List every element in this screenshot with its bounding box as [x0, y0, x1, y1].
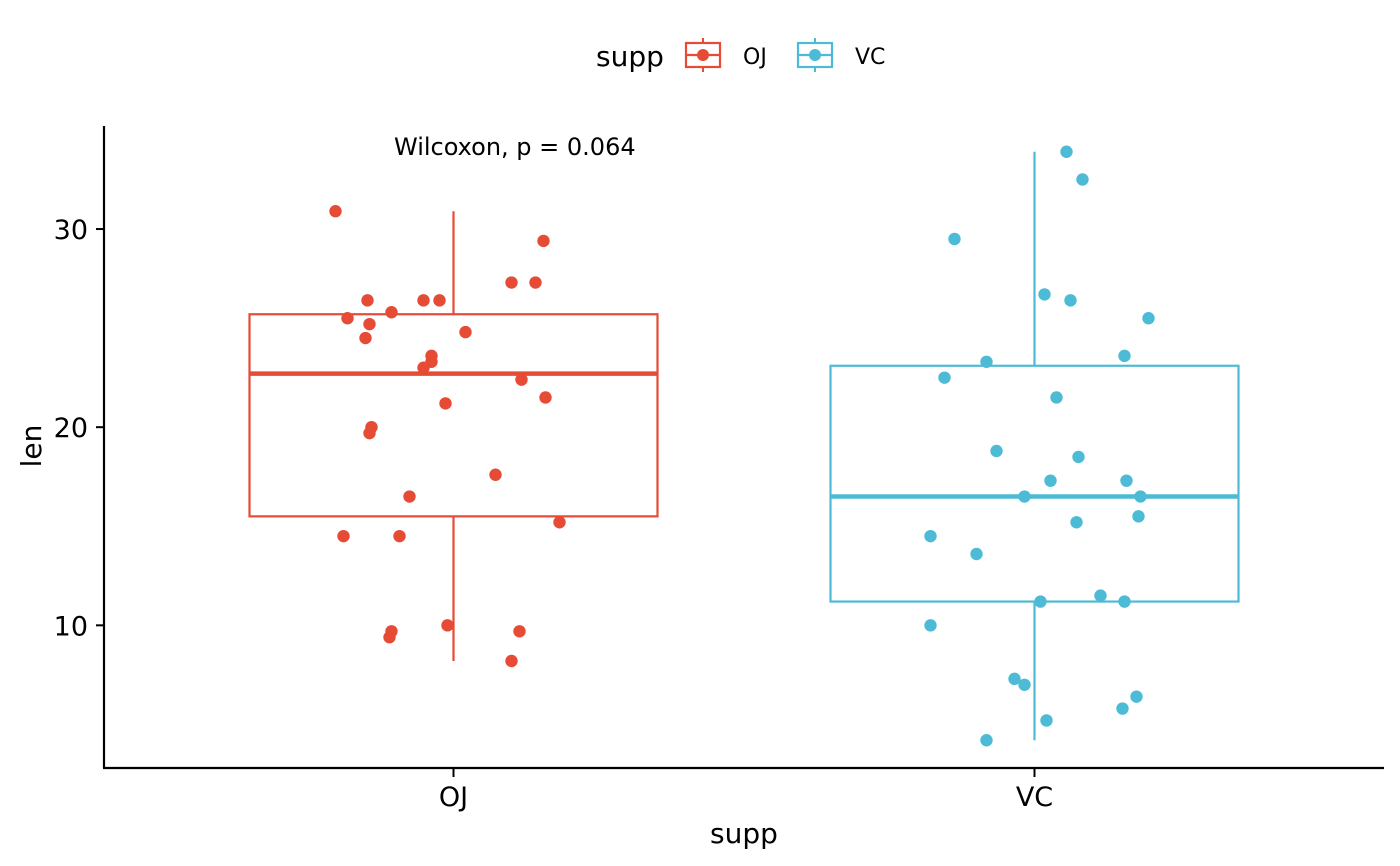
- iqr-box: [248, 313, 659, 518]
- data-point-vc: [1050, 391, 1063, 404]
- legend: supp OJ VC: [596, 38, 885, 73]
- stat-annotation: Wilcoxon, p = 0.064: [394, 133, 636, 161]
- x-axis-label: supp: [710, 817, 778, 850]
- data-point-vc: [1118, 349, 1131, 363]
- legend-key-point: [809, 49, 821, 61]
- data-point-vc: [938, 371, 951, 384]
- data-point-oj: [383, 631, 396, 644]
- data-point-oj: [341, 312, 354, 325]
- data-point-oj: [505, 654, 518, 668]
- y-tick-label: 10: [54, 611, 88, 642]
- data-point-oj: [363, 426, 376, 440]
- data-point-vc: [1134, 490, 1147, 503]
- data-point-oj: [489, 468, 502, 481]
- data-point-oj: [539, 391, 552, 404]
- legend-item-vc: VC: [796, 38, 885, 72]
- data-point-oj: [403, 490, 416, 503]
- data-point-vc: [1116, 702, 1129, 715]
- data-point-vc: [1142, 312, 1155, 325]
- data-point-vc: [924, 529, 937, 543]
- data-point-oj: [513, 625, 526, 638]
- data-point-oj: [529, 276, 542, 289]
- data-point-vc: [1040, 714, 1053, 727]
- data-point-oj: [441, 619, 454, 632]
- data-point-vc: [1118, 595, 1131, 608]
- y-tick-label: 30: [54, 215, 88, 246]
- data-point-vc: [1018, 490, 1031, 503]
- data-point-oj: [361, 294, 374, 307]
- data-point-vc: [1038, 288, 1051, 301]
- data-point-oj: [393, 529, 406, 543]
- legend-key-point: [697, 49, 709, 61]
- data-point-oj: [515, 373, 528, 386]
- data-point-oj: [337, 529, 350, 543]
- data-point-vc: [980, 355, 993, 368]
- data-point-vc: [948, 232, 961, 246]
- data-point-vc: [1044, 474, 1057, 487]
- y-axis-label: len: [15, 425, 48, 468]
- data-point-vc: [1072, 450, 1085, 464]
- legend-item-label: OJ: [743, 45, 767, 70]
- data-point-oj: [439, 397, 452, 410]
- data-point-vc: [1064, 294, 1077, 307]
- data-point-vc: [1008, 672, 1021, 686]
- box-oj: [248, 211, 659, 661]
- data-point-vc: [980, 734, 993, 747]
- x-tick-label: VC: [1016, 782, 1053, 813]
- data-point-oj: [505, 276, 518, 289]
- data-point-vc: [1070, 516, 1083, 529]
- iqr-box: [829, 364, 1240, 603]
- data-point-vc: [1060, 145, 1073, 158]
- data-point-oj: [433, 294, 446, 307]
- y-tick-label: 20: [54, 413, 88, 444]
- data-point-oj: [553, 516, 566, 529]
- data-point-vc: [1076, 173, 1089, 186]
- data-point-vc: [990, 444, 1003, 458]
- legend-title: supp: [596, 40, 664, 73]
- data-point-vc: [924, 619, 937, 632]
- data-point-oj: [417, 361, 430, 374]
- data-point-vc: [1018, 678, 1031, 691]
- data-point-vc: [1094, 589, 1107, 602]
- data-point-oj: [459, 325, 472, 339]
- legend-item-oj: OJ: [684, 38, 767, 72]
- data-point-vc: [1130, 690, 1143, 703]
- data-point-oj: [363, 317, 376, 331]
- box-vc: [829, 151, 1240, 741]
- data-point-oj: [359, 331, 372, 345]
- data-point-vc: [1034, 595, 1047, 608]
- data-point-oj: [537, 234, 550, 248]
- x-tick-label: OJ: [439, 782, 468, 813]
- legend-item-label: VC: [855, 45, 885, 70]
- data-point-vc: [1120, 474, 1133, 487]
- data-point-vc: [1132, 510, 1145, 523]
- data-point-oj: [329, 205, 342, 218]
- data-point-oj: [417, 294, 430, 307]
- data-point-vc: [970, 547, 983, 561]
- data-point-oj: [385, 306, 398, 319]
